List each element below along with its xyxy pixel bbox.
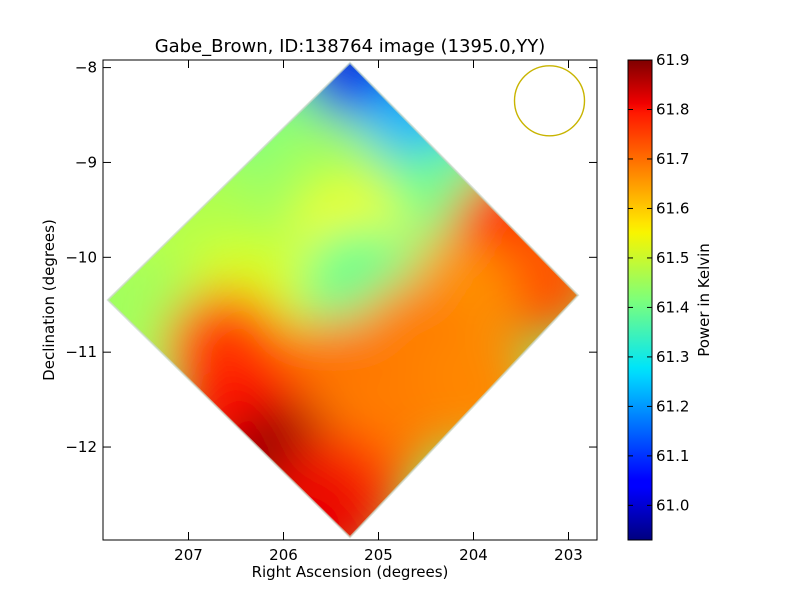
colorbar-label: Power in Kelvin [695,243,713,357]
footprint-edge [106,61,580,539]
colorbar-tick-label: 61.5 [656,249,689,267]
colorbar-tick-label: 61.2 [656,397,689,415]
y-tick-label: −9 [75,153,97,171]
x-tick-label: 206 [269,546,298,564]
y-axis-ticks: −8 −9 −10 −11 −12 [65,59,597,456]
colorbar-tick-label: 61.1 [656,447,689,465]
chart-title: Gabe_Brown, ID:138764 image (1395.0,YY) [155,36,546,57]
heatmap-regions [107,62,579,538]
y-tick-label: −11 [65,343,97,361]
colorbar-tick-label: 61.6 [656,199,689,217]
colorbar-ticks: 61.0 61.1 61.2 61.3 61.4 61.5 61.6 61.7 61.8 61.9 [628,51,689,514]
heatmap-footprint [107,62,579,538]
x-tick-label: 204 [459,546,488,564]
x-tick-label: 203 [554,546,583,564]
colorbar-tick-label: 61.8 [656,100,689,118]
x-tick-label: 205 [364,546,393,564]
colorbar-tick-label: 61.3 [656,348,689,366]
colorbar [627,59,653,541]
plot-frame [102,59,598,541]
colorbar-tick-label: 61.4 [656,298,689,316]
colorbar-tick-label: 61.7 [656,150,689,168]
colorbar-tick-label: 61.9 [656,51,689,69]
x-axis-label: Right Ascension (degrees) [252,563,449,581]
x-tick-label: 207 [174,546,203,564]
y-tick-label: −10 [65,248,97,266]
x-axis-ticks: 207 206 205 204 203 [174,60,583,564]
y-tick-label: −8 [75,59,97,77]
beam-marker-circle [513,65,586,137]
colorbar-tick-label: 61.0 [656,496,689,514]
y-tick-label: −12 [65,438,97,456]
y-axis-label: Declination (degrees) [40,219,58,381]
